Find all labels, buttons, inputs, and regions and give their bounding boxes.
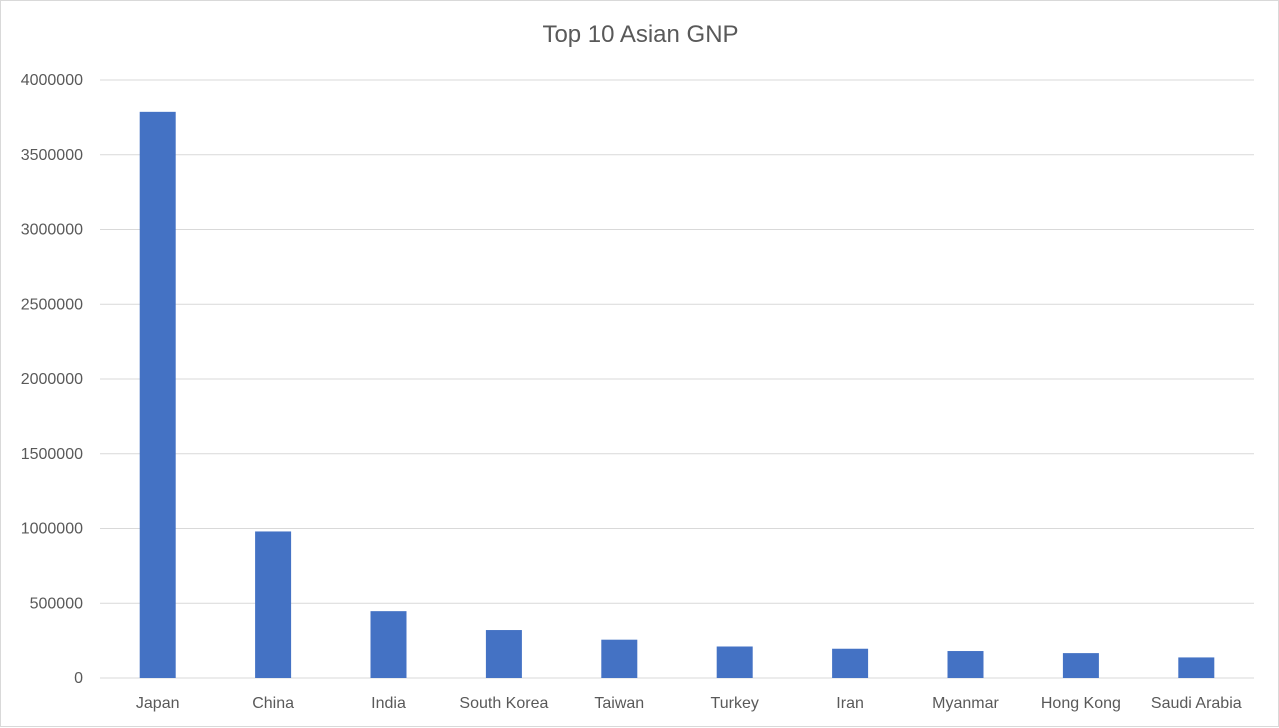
y-tick-label: 2000000 — [21, 371, 83, 388]
bar-japan — [139, 111, 176, 678]
bar-iran — [832, 648, 869, 678]
bar-turkey — [716, 646, 753, 678]
y-axis-tick-labels: 0 500000 1000000 1500000 2000000 2500000 30000… — [21, 72, 83, 687]
x-tick-label: Hong Kong — [1041, 695, 1121, 712]
bars — [139, 111, 1215, 678]
chart-title: Top 10 Asian GNP — [542, 21, 739, 48]
y-tick-label: 3500000 — [21, 147, 83, 164]
bar-hong-kong — [1062, 653, 1099, 678]
x-tick-label: Myanmar — [932, 695, 999, 712]
x-tick-label: Iran — [836, 695, 864, 712]
y-tick-label: 1000000 — [21, 521, 83, 538]
x-tick-label: Turkey — [711, 695, 759, 712]
bar-myanmar — [947, 651, 984, 678]
gridlines — [100, 79, 1254, 679]
y-tick-label: 0 — [74, 670, 83, 687]
bar-saudi-arabia — [1178, 657, 1215, 678]
y-tick-label: 1500000 — [21, 446, 83, 463]
y-tick-label: 2500000 — [21, 296, 83, 313]
y-tick-label: 4000000 — [21, 72, 83, 89]
bar-india — [370, 611, 407, 678]
bar-south-korea — [485, 630, 522, 678]
x-tick-label: India — [371, 695, 406, 712]
bar-taiwan — [601, 639, 638, 678]
x-tick-label: South Korea — [459, 695, 548, 712]
y-tick-label: 500000 — [30, 595, 83, 612]
x-tick-label: China — [252, 695, 294, 712]
x-tick-label: Taiwan — [594, 695, 644, 712]
x-tick-label: Saudi Arabia — [1151, 695, 1242, 712]
x-tick-label: Japan — [136, 695, 180, 712]
y-tick-label: 3000000 — [21, 222, 83, 239]
bar-china — [255, 531, 292, 678]
x-axis-tick-labels: Japan China India South Korea Taiwan Turkey Ir… — [136, 695, 1242, 712]
